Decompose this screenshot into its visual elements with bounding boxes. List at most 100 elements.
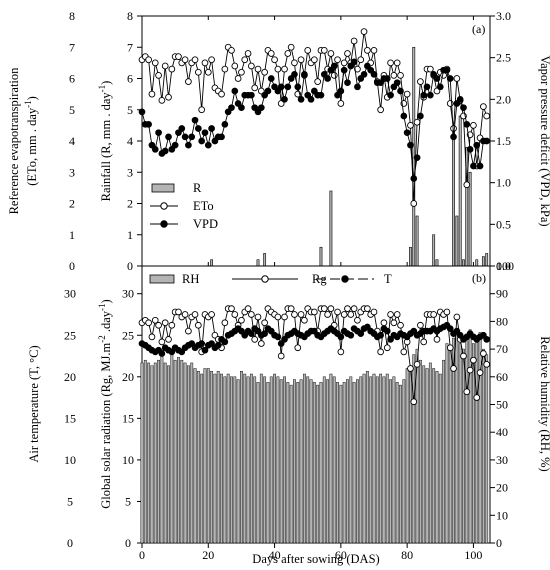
eto-point <box>337 100 345 107</box>
eto-point <box>158 97 166 104</box>
rg-point <box>387 311 394 318</box>
rh-bar <box>472 343 475 544</box>
rh-bar <box>452 337 455 544</box>
rh-bar <box>349 376 353 544</box>
vpd-point <box>277 83 285 91</box>
a-left-outer-tick-label: 8 <box>69 9 75 23</box>
b-left-outer-tick-label: 15 <box>64 411 76 425</box>
rh-bar <box>276 376 280 544</box>
rh-bar <box>322 376 326 544</box>
rh-bar <box>150 365 154 544</box>
eto-point <box>251 84 259 92</box>
rg-point <box>155 321 162 329</box>
eto-point <box>483 112 491 120</box>
rh-bar <box>263 376 267 544</box>
rg-point <box>254 313 262 321</box>
rg-point <box>450 365 457 372</box>
b-left-inner-tick-label: 15 <box>122 411 134 425</box>
a-left-outer-tick-label: 6 <box>69 72 75 86</box>
eto-point <box>320 47 328 54</box>
rh-bar <box>193 368 197 544</box>
t-point <box>261 330 268 337</box>
b-x-tick-label: 0 <box>139 548 145 562</box>
rh-bar <box>200 373 204 544</box>
x-axis-title: Days after sowing (DAS) <box>252 552 379 566</box>
rg-point <box>324 311 331 318</box>
eto-point <box>151 59 159 67</box>
rainfall-bar <box>409 246 412 267</box>
b-left-inner-tick-label: 20 <box>122 370 134 384</box>
eto-point <box>161 62 169 70</box>
t-point <box>274 333 282 341</box>
rg-point <box>158 338 166 346</box>
rainfall-bar <box>432 234 436 267</box>
eto-point <box>330 72 338 79</box>
eto-point <box>403 90 411 98</box>
b-right-tick-label: 60 <box>496 370 508 384</box>
rh-bar <box>372 373 376 544</box>
vpd-point <box>446 75 454 82</box>
vpd-point <box>161 147 169 155</box>
rh-bar <box>458 343 462 544</box>
rh-bar <box>399 384 402 544</box>
vpd-point <box>456 95 464 103</box>
rh-bar <box>309 379 313 544</box>
b-right-tick-label: 10 <box>496 508 508 522</box>
legend-r-label: R <box>193 181 202 195</box>
rh-bar <box>306 376 310 544</box>
rg-point <box>148 333 156 341</box>
vpd-point <box>436 83 444 91</box>
panel-a-label: (a) <box>472 22 485 36</box>
a-right-tick-label: 2.0 <box>496 92 511 106</box>
rg-point <box>364 305 371 313</box>
eto-point <box>218 90 225 98</box>
vpd-point <box>248 91 255 99</box>
legend-t-label: T <box>384 272 392 286</box>
vpd-point <box>307 95 315 103</box>
a-right-tick-label: 1.0 <box>496 176 511 190</box>
vpd-point <box>301 70 308 78</box>
eto-point <box>241 56 249 64</box>
vpd-point <box>450 133 457 141</box>
rh-bar <box>210 371 214 544</box>
rg-point <box>165 336 172 343</box>
panel-a-left-primary-title: Reference evapotranspiration <box>7 67 21 215</box>
vpd-point <box>370 70 378 78</box>
rainfall-bar <box>435 259 439 267</box>
eto-point <box>261 68 268 76</box>
t-point <box>221 338 229 346</box>
b-right-tick-label: 90 <box>496 287 508 301</box>
rh-bar <box>415 348 419 544</box>
a-left-inner-tick-label: 5 <box>127 103 133 117</box>
rh-bar <box>329 373 333 544</box>
vpd-point <box>473 141 481 149</box>
rg-point <box>380 319 388 327</box>
eto-point <box>185 78 192 85</box>
legend-rh-swatch <box>149 274 175 284</box>
rh-bar <box>442 359 446 544</box>
vpd-point <box>291 70 298 78</box>
a-right-tick-label: 3.0 <box>496 9 511 23</box>
t-point <box>347 331 355 339</box>
rh-bar <box>216 371 220 544</box>
rh-bar <box>326 379 330 544</box>
legend-r-swatch <box>151 183 175 193</box>
legend-eto-label: ETo <box>193 199 214 213</box>
rh-bar <box>422 365 426 544</box>
b-right-tick-label: 70 <box>496 342 508 356</box>
rh-bar <box>140 362 144 544</box>
eto-point <box>287 43 295 51</box>
rh-bar <box>266 382 270 544</box>
a-right-tick-label: 0.0 <box>496 259 511 273</box>
b-left-outer-tick-label: 10 <box>64 453 76 467</box>
vpd-point <box>194 125 202 132</box>
b-right-tick-label: 80 <box>496 314 508 328</box>
eto-point <box>463 181 471 189</box>
rh-bar <box>230 376 233 544</box>
vpd-point <box>284 83 292 91</box>
rh-bar <box>332 376 336 544</box>
rg-point <box>281 313 288 321</box>
vpd-point <box>208 125 215 132</box>
rh-bar <box>183 362 187 544</box>
eto-point <box>304 47 312 54</box>
